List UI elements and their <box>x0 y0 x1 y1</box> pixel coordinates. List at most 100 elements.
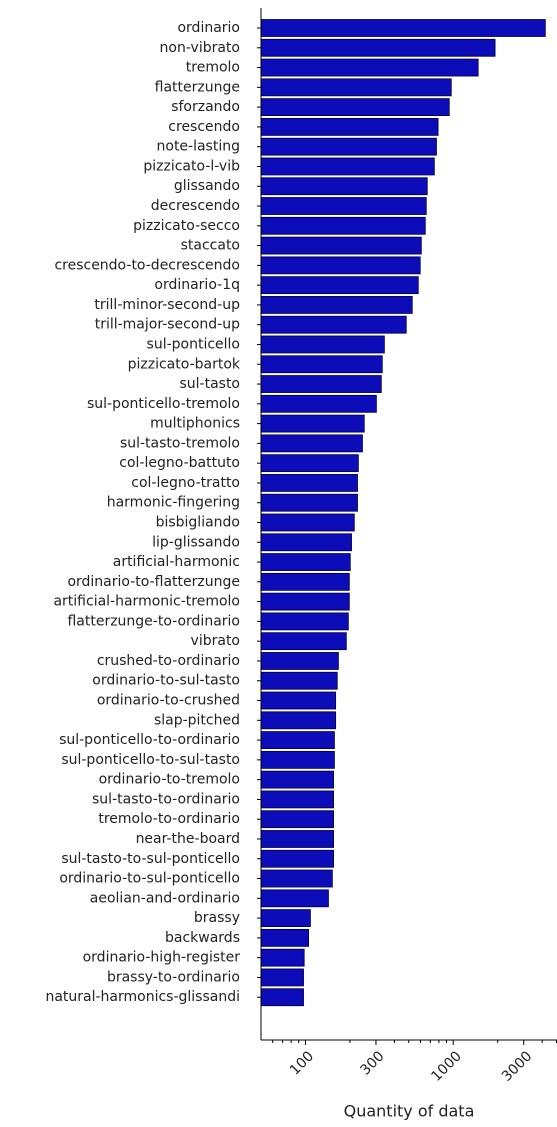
bar <box>260 58 479 77</box>
bar <box>260 770 334 789</box>
bar <box>260 375 382 393</box>
bar <box>260 355 383 374</box>
bar <box>260 276 419 295</box>
bar <box>260 78 452 97</box>
y-tick-label: staccato <box>181 238 240 254</box>
y-tick-label: decrescendo <box>151 198 240 214</box>
y-tick-label: ordinario-to-sul-tasto <box>92 673 240 689</box>
y-tick-label: sul-tasto-to-sul-ponticello <box>61 851 240 867</box>
bar <box>260 948 305 967</box>
bar <box>260 118 439 136</box>
bar <box>260 236 422 255</box>
bar <box>260 810 334 829</box>
y-tick-label: near-the-board <box>136 831 240 847</box>
y-tick-label: vibrato <box>191 633 240 649</box>
y-tick-label: artificial-harmonic-tremolo <box>53 594 240 610</box>
bar <box>260 19 546 37</box>
y-tick-label: sforzando <box>171 99 240 115</box>
bar <box>260 553 351 571</box>
y-tick-label: ordinario-high-register <box>83 950 241 966</box>
y-tick-label: ordinario-1q <box>154 277 240 293</box>
bar <box>260 493 358 512</box>
bar <box>260 968 304 987</box>
bar <box>260 533 352 552</box>
y-tick-label: ordinario-to-tremolo <box>99 772 240 788</box>
y-tick-label: ordinario <box>177 20 240 36</box>
bar <box>260 869 333 888</box>
y-tick-label: artificial-harmonic <box>113 554 240 570</box>
y-tick-label: sul-ponticello-to-ordinario <box>59 732 240 748</box>
bar <box>260 513 355 532</box>
y-tick-label: flatterzunge <box>155 79 240 95</box>
bar <box>260 335 385 354</box>
bar <box>260 414 365 433</box>
y-tick-label: sul-ponticello-to-sul-tasto <box>61 752 240 768</box>
y-tick-label: sul-tasto-to-ordinario <box>92 791 240 807</box>
bar <box>260 711 337 730</box>
y-tick-label: crescendo <box>168 119 240 135</box>
y-tick-label: tremolo-to-ordinario <box>98 811 240 827</box>
y-tick-label: crescendo-to-decrescendo <box>54 257 240 273</box>
y-tick-label: glissando <box>174 178 240 194</box>
y-tick-label: col-legno-tratto <box>131 475 240 491</box>
y-tick-label: brassy <box>194 910 240 926</box>
bar <box>260 830 334 848</box>
y-tick-label: lip-glissando <box>152 534 240 550</box>
y-tick-label: trill-major-second-up <box>95 317 240 333</box>
bar <box>260 731 335 749</box>
y-tick-label: pizzicato-bartok <box>128 356 241 372</box>
y-tick-label: harmonic-fingering <box>107 495 240 511</box>
bar <box>260 38 496 57</box>
bar <box>260 750 335 769</box>
bar <box>260 137 437 156</box>
y-tick-label: brassy-to-ordinario <box>107 969 240 985</box>
y-tick-label: flatterzunge-to-ordinario <box>67 613 240 629</box>
bar <box>260 691 337 710</box>
y-tick-label: multiphonics <box>150 416 240 432</box>
y-tick-label: aeolian-and-ordinario <box>90 890 240 906</box>
bar <box>260 909 311 927</box>
y-tick-label: slap-pitched <box>154 712 240 728</box>
x-tick-label: 100 <box>287 1048 317 1078</box>
y-tick-label: tremolo <box>186 60 240 76</box>
bar <box>260 216 426 235</box>
bar <box>260 315 407 334</box>
y-tick-label: non-vibrato <box>160 40 240 56</box>
y-tick-label: sul-ponticello-tremolo <box>87 396 240 412</box>
bar <box>260 296 413 314</box>
bar <box>260 394 377 413</box>
bar <box>260 572 350 591</box>
bar <box>260 434 363 453</box>
bar <box>260 454 359 473</box>
y-tick-label: pizzicato-secco <box>133 218 240 234</box>
bar <box>260 790 334 809</box>
bar <box>260 157 435 176</box>
bar <box>260 652 339 670</box>
y-tick-label: sul-ponticello <box>147 336 240 352</box>
bar <box>260 928 310 947</box>
y-tick-label: natural-harmonics-glissandi <box>45 989 240 1005</box>
y-tick-label: sul-tasto-tremolo <box>120 435 240 451</box>
y-tick-label: pizzicato-l-vib <box>143 158 240 174</box>
bar <box>260 671 338 690</box>
bar <box>260 612 349 631</box>
y-tick-label: trill-minor-second-up <box>94 297 240 313</box>
y-tick-label: col-legno-battuto <box>119 455 240 471</box>
y-tick-label: ordinario-to-flatterzunge <box>67 574 240 590</box>
y-tick-label: sul-tasto <box>179 376 240 392</box>
x-tick-label: 1000 <box>428 1048 465 1085</box>
x-axis-label: Quantity of data <box>344 1102 475 1121</box>
x-tick-label: 3000 <box>499 1048 536 1085</box>
bar <box>260 177 428 196</box>
bar <box>260 592 350 611</box>
bar <box>260 889 329 908</box>
bar <box>260 256 421 275</box>
bar <box>260 98 450 117</box>
bar <box>260 988 304 1007</box>
bar <box>260 474 358 492</box>
y-tick-label: bisbigliando <box>156 515 240 531</box>
y-tick-label: crushed-to-ordinario <box>97 653 240 669</box>
bar <box>260 849 334 868</box>
bar <box>260 632 347 651</box>
